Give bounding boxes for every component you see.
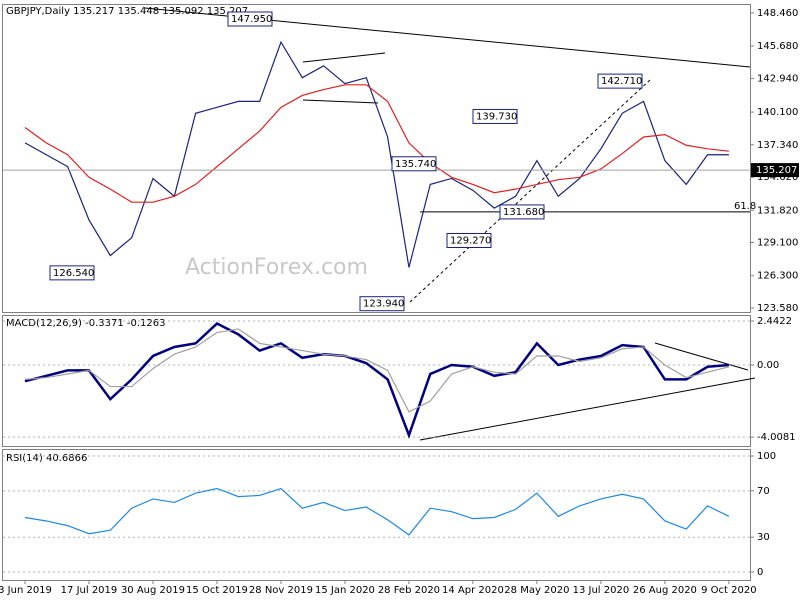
series-line — [24, 322, 729, 439]
trendline — [654, 342, 749, 371]
annotation-label: 142.710 — [601, 76, 642, 87]
annotation-label: 123.940 — [363, 299, 404, 310]
x-tick-label: 13 Jul 2020 — [573, 585, 630, 596]
annotation-label: 147.950 — [231, 14, 272, 25]
y-tick-label: 137.340 — [757, 140, 798, 151]
y-tick-label: 129.100 — [757, 238, 798, 249]
series-line — [24, 328, 730, 413]
x-tick-label: 28 Nov 2019 — [249, 585, 313, 596]
annotation-label: 139.730 — [476, 111, 517, 122]
annotation-box — [597, 73, 643, 89]
watermark: ActionForex.com — [185, 255, 368, 280]
series-line — [24, 487, 730, 536]
annotation-label: 131.680 — [503, 207, 544, 218]
annotation-box — [446, 232, 492, 248]
x-tick-label: 30 Aug 2019 — [121, 585, 185, 596]
y-tick-label: 2.4422 — [757, 316, 792, 327]
annotation-box — [49, 265, 95, 281]
series-line — [24, 84, 729, 203]
trendline — [409, 79, 651, 303]
channel — [302, 99, 379, 104]
x-tick-label: 28 Feb 2020 — [378, 585, 440, 596]
annotation-box — [472, 108, 518, 124]
annotation-label: 129.270 — [450, 235, 491, 246]
chart-title: GBPJPY,Daily 135.217 135.448 135.092 135… — [6, 6, 248, 17]
y-tick-label: 126.300 — [757, 271, 798, 282]
x-tick-label: 14 Apr 2020 — [442, 585, 504, 596]
y-tick-label: 0.00 — [757, 360, 779, 371]
rsi-title: RSI(14) 40.6866 — [6, 453, 87, 464]
macd-title: MACD(12,26,9) -0.3371 -0.1263 — [6, 318, 166, 329]
trendline — [419, 377, 756, 441]
y-tick-label: 0 — [757, 567, 763, 578]
annotation-label: 126.540 — [53, 268, 94, 279]
channel — [302, 52, 386, 63]
y-tick-label: 131.820 — [757, 205, 798, 216]
x-tick-label: 15 Jan 2020 — [315, 585, 375, 596]
y-tick-label: 148.460 — [757, 8, 798, 19]
x-tick-label: 28 May 2020 — [504, 585, 569, 596]
annotation-box — [391, 156, 437, 172]
fib-label: 61.8 — [734, 201, 756, 212]
y-tick-label: 70 — [757, 486, 770, 497]
y-tick-label: 123.580 — [757, 303, 798, 314]
x-tick-label: 15 Oct 2019 — [186, 585, 248, 596]
annotation-box — [359, 296, 405, 312]
annotation-box — [499, 204, 545, 220]
rsi-panel — [2, 449, 751, 581]
annotation-label: 135.740 — [395, 159, 436, 170]
x-tick-label: 3 Jun 2019 — [0, 585, 52, 596]
x-tick-label: 17 Jul 2019 — [61, 585, 118, 596]
y-tick-label: 100 — [757, 451, 776, 462]
last-price-box — [751, 163, 799, 178]
y-tick-label: 134.620 — [757, 172, 798, 183]
series-line — [24, 40, 729, 268]
x-tick-label: 26 Aug 2020 — [633, 585, 697, 596]
price-panel — [2, 4, 751, 313]
macd-panel — [2, 315, 751, 447]
y-tick-label: 145.680 — [757, 41, 798, 52]
y-tick-label: 30 — [757, 532, 770, 543]
annotation-box — [227, 11, 273, 27]
y-tick-label: 140.100 — [757, 107, 798, 118]
y-tick-label: 142.940 — [757, 73, 798, 84]
last-price-label: 135.207 — [756, 165, 797, 176]
y-tick-label: -4.0081 — [757, 432, 796, 443]
x-tick-label: 9 Oct 2020 — [701, 585, 756, 596]
